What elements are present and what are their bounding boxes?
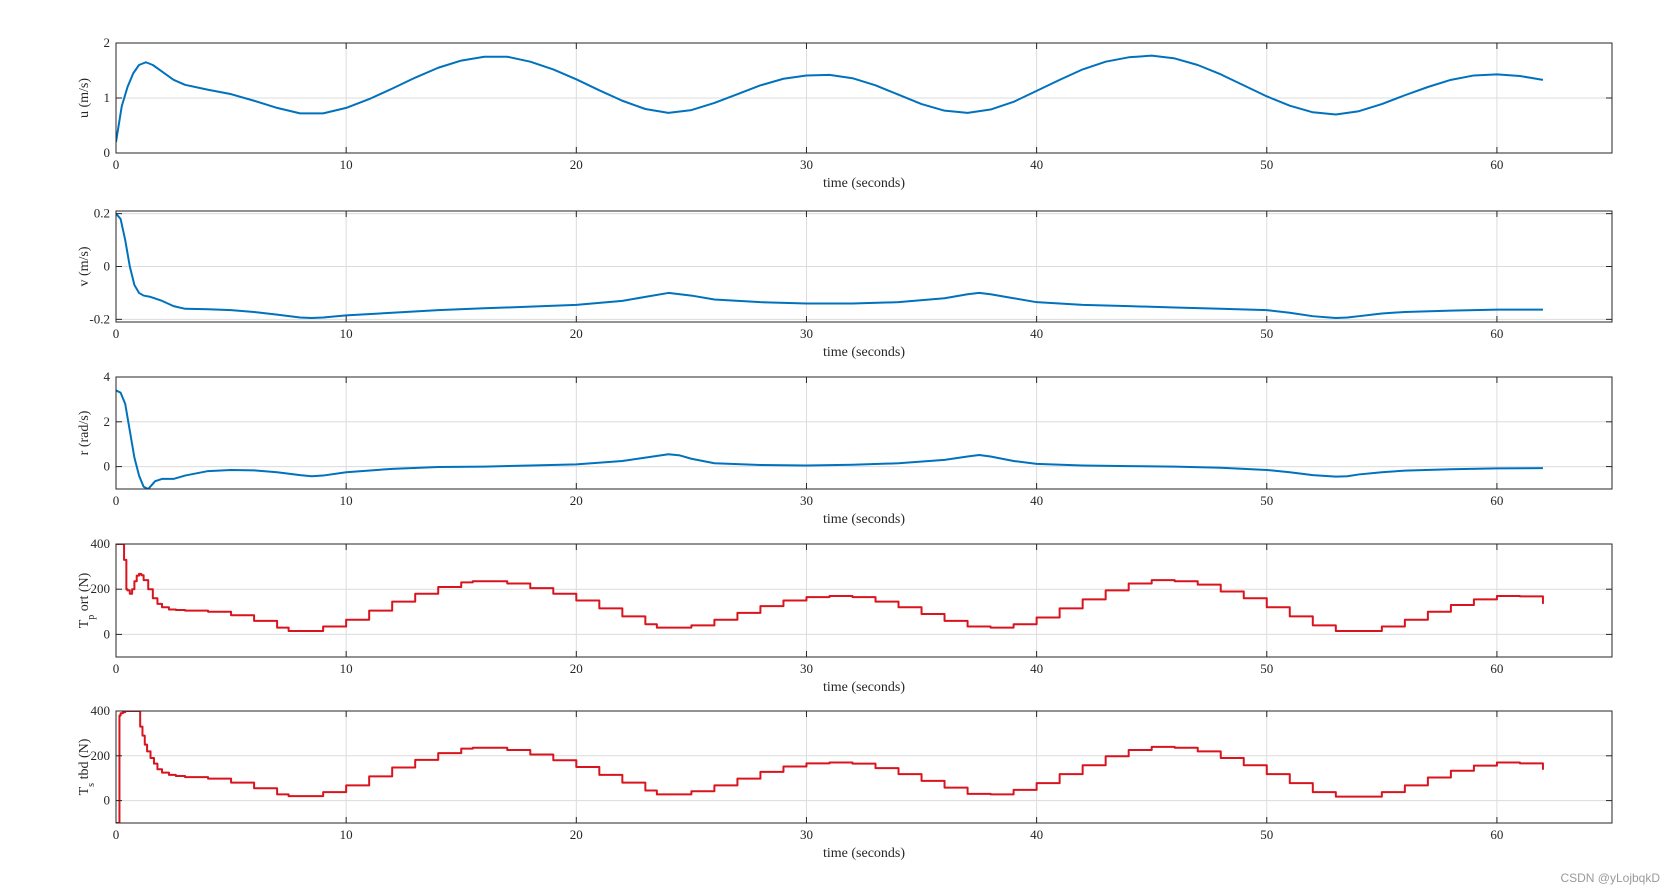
x-tick-label: 0 — [113, 493, 120, 508]
y-tick-label: 200 — [91, 581, 111, 596]
subplot-5: 0 10 20 30 40 50 60 0 200 400 time (seconds) Ts tbd… — [77, 703, 1613, 861]
x-axis-label: time (seconds) — [823, 680, 905, 695]
series-line — [116, 54, 1544, 143]
axes-box — [115, 543, 1613, 658]
subplot-1: 0 10 20 30 40 50 60 0 1 2 time (seconds) u (m/s) — [77, 35, 1613, 191]
x-tick-label: 30 — [800, 157, 813, 172]
y-tick-label: 400 — [91, 703, 111, 718]
x-tick-label: 60 — [1490, 326, 1503, 341]
y-tick-label: 2 — [104, 414, 111, 429]
y-tick-label: 2 — [104, 35, 111, 50]
x-tick-label: 60 — [1490, 493, 1503, 508]
x-tick-label: 0 — [113, 326, 120, 341]
y-tick-label: 0 — [104, 459, 111, 474]
x-tick-label: 50 — [1260, 157, 1273, 172]
series-line — [116, 212, 1543, 320]
y-tick-label: 0.2 — [94, 206, 110, 221]
x-tick-label: 0 — [113, 157, 120, 172]
y-axis-label: r (rad/s) — [77, 410, 92, 455]
x-tick-label: 30 — [800, 326, 813, 341]
y-tick-label: -0.2 — [89, 311, 110, 326]
y-tick-label: 0 — [104, 259, 111, 274]
x-tick-label: 20 — [570, 661, 583, 676]
x-tick-label: 30 — [800, 661, 813, 676]
x-tick-label: 10 — [340, 827, 353, 842]
x-tick-label: 10 — [340, 661, 353, 676]
series-line — [116, 544, 1544, 633]
y-tick-label: 1 — [104, 90, 111, 105]
x-tick-label: 40 — [1030, 827, 1043, 842]
x-tick-label: 60 — [1490, 157, 1503, 172]
x-tick-label: 0 — [113, 661, 120, 676]
watermark: CSDN @yLojbqkD — [1560, 871, 1660, 885]
y-tick-label: 0 — [104, 793, 111, 808]
series-line — [116, 389, 1543, 489]
x-tick-label: 10 — [340, 326, 353, 341]
x-tick-label: 50 — [1260, 326, 1273, 341]
x-tick-label: 40 — [1030, 493, 1043, 508]
y-axis-label: v (m/s) — [77, 246, 92, 286]
x-axis-label: time (seconds) — [823, 846, 905, 861]
subplot-4: 0 10 20 30 40 50 60 0 200 400 time (seconds) Tp ort… — [77, 536, 1613, 695]
x-tick-label: 60 — [1490, 827, 1503, 842]
x-axis-label: time (seconds) — [823, 512, 905, 527]
x-tick-label: 20 — [570, 827, 583, 842]
x-tick-label: 10 — [340, 493, 353, 508]
y-tick-label: 4 — [104, 369, 111, 384]
x-tick-label: 40 — [1030, 326, 1043, 341]
series-line — [116, 711, 1544, 823]
subplot-3: 0 10 20 30 40 50 60 0 2 4 time (seconds) r (rad/s) — [77, 369, 1613, 527]
x-tick-label: 20 — [570, 157, 583, 172]
x-tick-label: 0 — [113, 827, 120, 842]
x-axis-label: time (seconds) — [823, 345, 905, 360]
y-tick-label: 0 — [104, 145, 111, 160]
x-tick-label: 50 — [1260, 827, 1273, 842]
x-tick-label: 20 — [570, 326, 583, 341]
x-tick-label: 30 — [800, 493, 813, 508]
y-tick-label: 0 — [104, 626, 111, 641]
x-tick-label: 40 — [1030, 661, 1043, 676]
x-tick-label: 20 — [570, 493, 583, 508]
y-axis-label: u (m/s) — [77, 78, 92, 118]
x-tick-label: 10 — [340, 157, 353, 172]
x-tick-label: 40 — [1030, 157, 1043, 172]
x-axis-label: time (seconds) — [823, 176, 905, 191]
y-axis-label: Tp ort (N) — [77, 572, 97, 628]
x-tick-label: 30 — [800, 827, 813, 842]
y-axis-label: Ts tbd (N) — [77, 738, 97, 795]
axes-box — [115, 376, 1613, 490]
y-tick-label: 200 — [91, 748, 111, 763]
x-tick-label: 50 — [1260, 661, 1273, 676]
x-tick-label: 60 — [1490, 661, 1503, 676]
axes-box — [115, 710, 1613, 824]
y-tick-label: 400 — [91, 536, 111, 551]
x-tick-label: 50 — [1260, 493, 1273, 508]
